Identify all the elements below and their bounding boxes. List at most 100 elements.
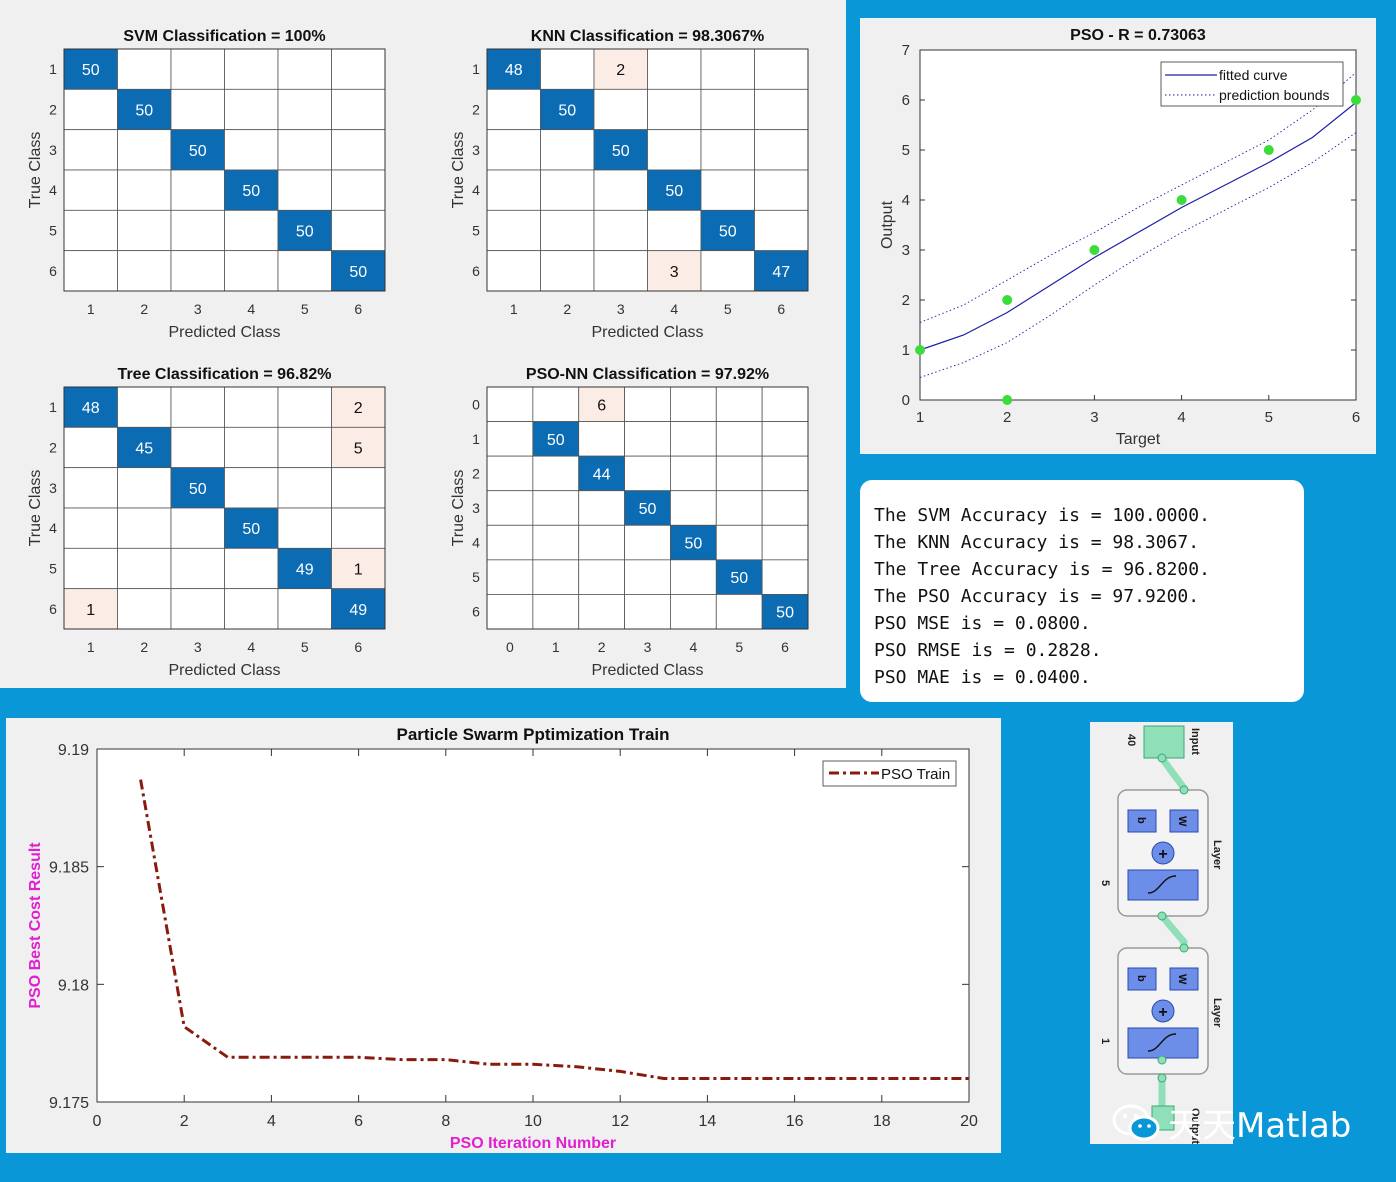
matrix-cell bbox=[170, 88, 225, 131]
row-tick-label: 5 bbox=[472, 223, 480, 239]
matrix-cell bbox=[532, 594, 580, 630]
cell-value: 50 bbox=[776, 605, 794, 622]
col-tick-label: 5 bbox=[301, 301, 309, 317]
matrix-cell bbox=[486, 594, 534, 630]
confusion-title: KNN Classification = 98.3067% bbox=[531, 28, 764, 45]
x-tick-label: 4 bbox=[1177, 409, 1185, 426]
matrix-cell bbox=[532, 524, 580, 561]
cell-value: 45 bbox=[135, 441, 153, 458]
x-tick-label: 10 bbox=[524, 1113, 542, 1130]
matrix-cell bbox=[277, 507, 332, 549]
matrix-cell bbox=[170, 386, 225, 428]
y-tick-label: 3 bbox=[902, 242, 910, 259]
matrix-cell bbox=[486, 169, 541, 211]
y-tick-label: 0 bbox=[902, 392, 910, 409]
col-tick-label: 4 bbox=[247, 301, 255, 317]
matrix-cell bbox=[761, 490, 809, 526]
row-tick-label: 2 bbox=[472, 465, 480, 481]
matrix-cell bbox=[170, 426, 225, 469]
x-tick-label: 16 bbox=[786, 1113, 804, 1130]
matrix-cell bbox=[578, 421, 625, 457]
matrix-cell bbox=[63, 129, 118, 171]
row-tick-label: 1 bbox=[49, 61, 57, 77]
row-tick-label: 2 bbox=[472, 102, 480, 118]
col-tick-label: 1 bbox=[510, 301, 518, 317]
matrix-cell bbox=[593, 250, 648, 292]
matrix-cell bbox=[670, 490, 717, 526]
matrix-cell bbox=[715, 594, 763, 630]
layer-label: Layer bbox=[1211, 998, 1223, 1028]
matrix-cell bbox=[624, 559, 671, 595]
matrix-cell bbox=[117, 426, 172, 469]
y-tick-label: 5 bbox=[902, 142, 910, 159]
matrix-cell bbox=[224, 507, 279, 549]
matrix-cell bbox=[277, 386, 332, 428]
col-tick-label: 2 bbox=[563, 301, 571, 317]
matrix-cell bbox=[593, 129, 648, 171]
plot-area bbox=[919, 49, 1357, 401]
y-tick-label: 9.185 bbox=[49, 860, 89, 877]
x-tick-label: 12 bbox=[611, 1113, 629, 1130]
cell-value: 50 bbox=[82, 62, 100, 79]
cell-value: 50 bbox=[349, 264, 367, 281]
weight-label: W bbox=[1176, 974, 1188, 985]
sigmoid-icon bbox=[1147, 1033, 1177, 1052]
matrix-cell bbox=[277, 88, 332, 131]
matrix-cell bbox=[486, 490, 534, 526]
matrix-cell bbox=[277, 129, 332, 171]
row-tick-label: 5 bbox=[49, 223, 57, 239]
matrix-cell bbox=[700, 48, 755, 90]
matrix-cell bbox=[761, 455, 809, 492]
connector-node bbox=[1157, 1055, 1167, 1065]
matrix-cell bbox=[715, 421, 763, 457]
matrix-cell bbox=[593, 169, 648, 211]
matrix-cell bbox=[670, 524, 717, 561]
confusion-title: Tree Classification = 96.82% bbox=[118, 366, 332, 383]
matrix-cell bbox=[532, 490, 580, 526]
matrix-cell bbox=[754, 250, 809, 292]
x-tick-label: 0 bbox=[93, 1113, 102, 1130]
y-tick-label: 1 bbox=[902, 342, 910, 359]
row-tick-label: 3 bbox=[49, 480, 57, 496]
sum-symbol: + bbox=[1158, 1004, 1167, 1021]
matrix-cell bbox=[486, 129, 541, 171]
cell-value: 50 bbox=[684, 536, 702, 553]
regression-panel: PSO - R = 0.73063 1 2 3 4 5 6 0 1 2 3 4 5 6 7 Target Out… bbox=[860, 18, 1376, 454]
data-point bbox=[1089, 245, 1100, 255]
cell-value: 1 bbox=[86, 602, 95, 619]
matrix-cell bbox=[670, 594, 717, 630]
col-tick-label: 3 bbox=[644, 639, 652, 655]
matrix-cell bbox=[117, 88, 172, 131]
matrix-cell bbox=[578, 559, 625, 595]
col-tick-label: 6 bbox=[777, 301, 785, 317]
layer-size: 1 bbox=[1099, 1038, 1111, 1044]
matrix-cell bbox=[624, 386, 671, 422]
x-tick-label: 6 bbox=[1352, 409, 1360, 426]
bias-label: b bbox=[1135, 975, 1147, 982]
matrix-cell bbox=[486, 421, 534, 457]
y-axis-label: True Class bbox=[450, 470, 467, 547]
matrix-cell bbox=[532, 559, 580, 595]
y-axis-label: Output bbox=[879, 200, 896, 249]
row-tick-label: 0 bbox=[472, 396, 480, 412]
matrix-cell bbox=[715, 490, 763, 526]
cell-value: 2 bbox=[354, 400, 363, 417]
upper-bound-line bbox=[919, 72, 1357, 323]
row-tick-label: 5 bbox=[472, 569, 480, 585]
col-tick-label: 6 bbox=[354, 301, 362, 317]
matrix-border bbox=[63, 386, 386, 630]
connector-node bbox=[1179, 943, 1189, 953]
data-point bbox=[1002, 395, 1013, 405]
plot-area bbox=[96, 748, 970, 1103]
matrix-cell bbox=[331, 507, 386, 549]
matrix-cell bbox=[277, 48, 332, 90]
weight-label: W bbox=[1176, 816, 1188, 827]
col-tick-label: 2 bbox=[140, 639, 148, 655]
y-tick-label: 9.18 bbox=[58, 977, 89, 994]
matrix-cell bbox=[578, 455, 625, 492]
sum-node bbox=[1151, 841, 1175, 865]
matrix-cell bbox=[170, 209, 225, 252]
x-tick-label: 2 bbox=[1003, 409, 1011, 426]
confusion-panel: SVM Classification = 100% 50 50 50 50 50 50 1 1 2… bbox=[0, 0, 846, 688]
matrix-cell bbox=[647, 250, 702, 292]
